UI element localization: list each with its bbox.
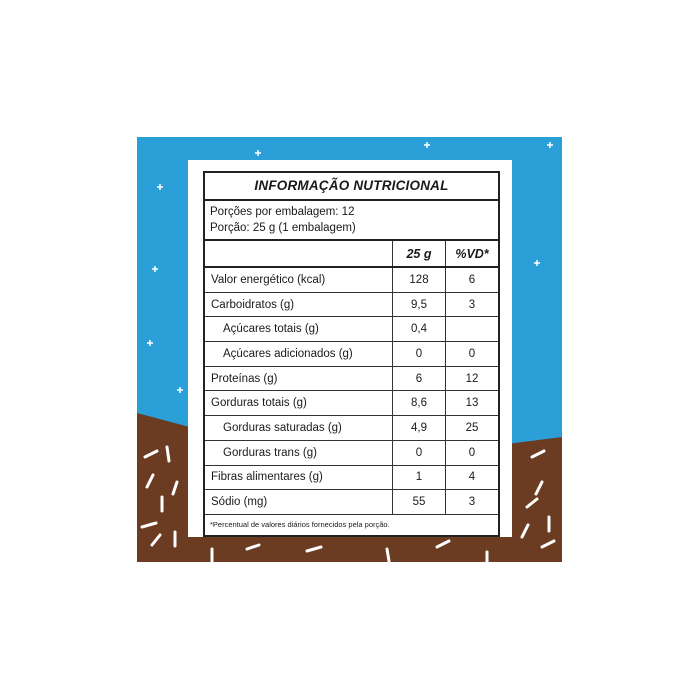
nutrient-name: Carboidratos (g) [211, 298, 295, 311]
table-header-row: 25 g %VD* [205, 241, 498, 268]
header-nutrient [205, 241, 392, 266]
nutrient-amount: 1 [392, 465, 445, 490]
nutrient-amount: 9,5 [392, 292, 445, 317]
nutrient-amount: 55 [392, 490, 445, 514]
table-row: Gorduras totais (g) 8,6 13 [205, 391, 498, 417]
nutrient-amount: 4,9 [392, 416, 445, 440]
sprinkles [140, 445, 556, 562]
table-row: Gorduras saturadas (g) 4,9 25 [205, 416, 498, 441]
table-row: Gorduras trans (g) 0 0 [205, 440, 498, 466]
nutrient-name: Fibras alimentares (g) [211, 471, 323, 484]
nutrient-name: Proteínas (g) [211, 372, 278, 385]
nutrient-name: Gorduras totais (g) [211, 397, 307, 410]
nutrient-name: Gorduras trans (g) [223, 446, 317, 459]
table-row: Sódio (mg) 55 3 [205, 490, 498, 515]
serving-size: Porção: 25 g (1 embalagem) [210, 222, 356, 234]
nutrient-daily-value: 13 [445, 391, 498, 416]
table-row: Carboidratos (g) 9,5 3 [205, 292, 498, 318]
nutrient-name: Açúcares totais (g) [223, 323, 319, 336]
nutrient-daily-value: 3 [445, 292, 498, 317]
nutrient-daily-value: 6 [445, 268, 498, 292]
nutrient-amount: 0 [392, 440, 445, 465]
nutrient-name: Açúcares adicionados (g) [223, 347, 353, 360]
nutrient-daily-value: 0 [445, 440, 498, 465]
nutrient-daily-value: 0 [445, 342, 498, 366]
nutrient-daily-value: 3 [445, 490, 498, 514]
table-row: Fibras alimentares (g) 1 4 [205, 465, 498, 491]
footnote: *Percentual de valores diários fornecido… [210, 519, 390, 529]
nutrient-daily-value: 25 [445, 416, 498, 440]
table-row: Proteínas (g) 6 12 [205, 366, 498, 392]
nutrient-name: Gorduras saturadas (g) [223, 421, 342, 434]
nutrient-daily-value: 4 [445, 465, 498, 490]
nutrient-daily-value: 12 [445, 366, 498, 391]
nutrition-facts-table: INFORMAÇÃO NUTRICIONAL Porções por embal… [203, 171, 500, 537]
nutrient-name: Valor energético (kcal) [211, 273, 326, 286]
table-row: Açúcares totais (g) 0,4 [205, 317, 498, 343]
header-daily-value: %VD* [445, 241, 498, 266]
nutrient-daily-value [445, 317, 498, 342]
table-row: Valor energético (kcal) 128 6 [205, 268, 498, 293]
nutrient-amount: 8,6 [392, 391, 445, 416]
nutrient-name: Sódio (mg) [211, 496, 268, 509]
table-title: INFORMAÇÃO NUTRICIONAL [205, 173, 498, 201]
star-sparkles [147, 142, 553, 393]
table-row: Açúcares adicionados (g) 0 0 [205, 342, 498, 367]
nutrient-amount: 128 [392, 268, 445, 292]
serving-info: Porções por embalagem: 12 Porção: 25 g (… [205, 201, 498, 241]
servings-per-package: Porções por embalagem: 12 [210, 206, 355, 218]
nutrient-amount: 0,4 [392, 317, 445, 342]
nutrient-amount: 0 [392, 342, 445, 366]
header-amount: 25 g [392, 241, 445, 266]
nutrient-amount: 6 [392, 366, 445, 391]
